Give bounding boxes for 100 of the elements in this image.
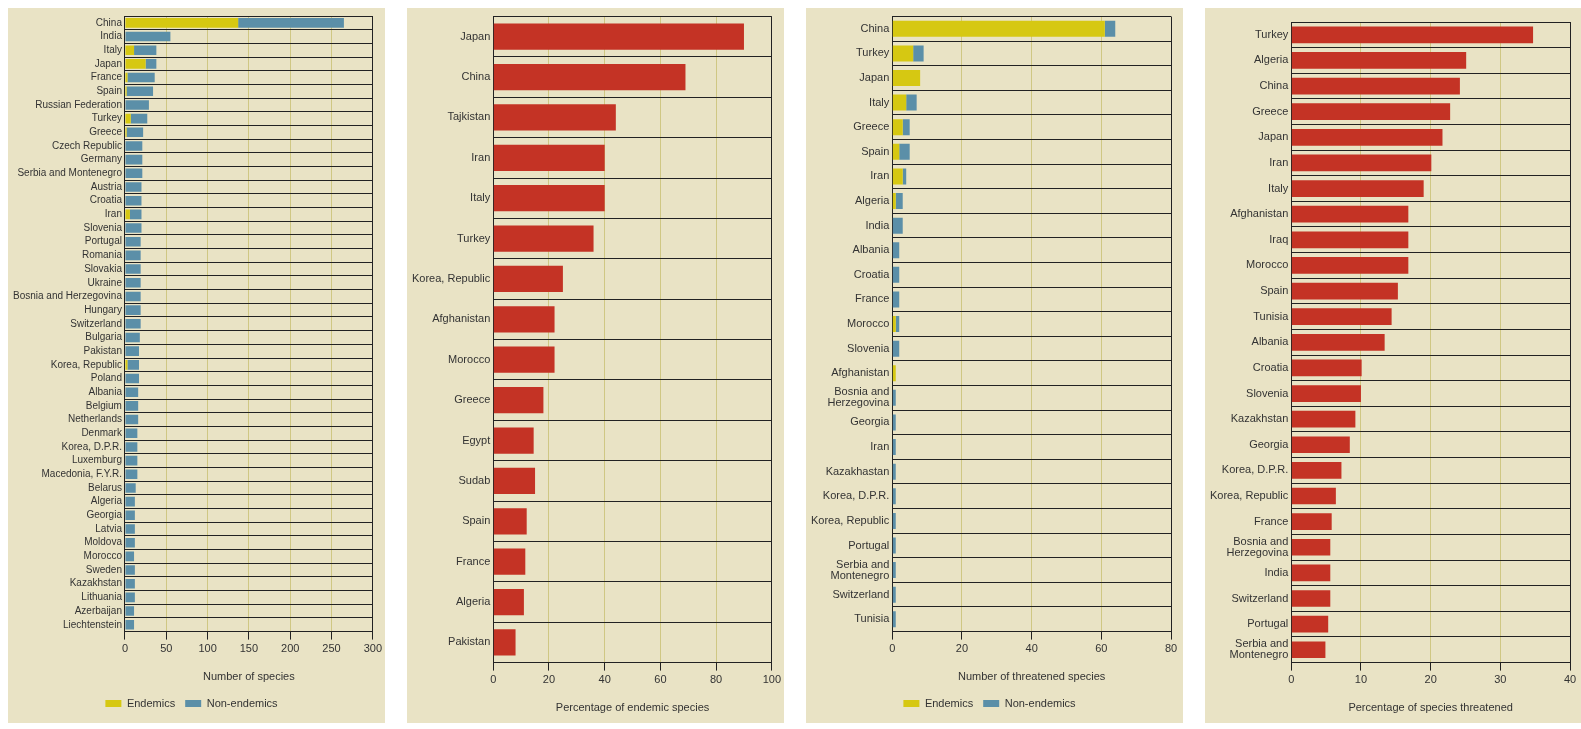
bar xyxy=(1291,282,1398,300)
bar xyxy=(493,467,536,495)
y-tick-label: Korea, D.P.R. xyxy=(822,489,890,502)
y-tick-label: Turkey xyxy=(1255,27,1289,40)
bar xyxy=(493,23,744,50)
y-tick-label: Iran xyxy=(870,440,890,453)
y-tick-label: Latvia xyxy=(95,522,123,534)
bar xyxy=(125,442,138,452)
bar xyxy=(125,31,171,42)
bar xyxy=(913,45,924,62)
bar xyxy=(125,250,141,261)
y-tick-label: Egypt xyxy=(462,433,491,446)
y-tick-label: Kazakhstan xyxy=(1230,412,1289,425)
bar xyxy=(493,548,526,575)
x-tick-label: 50 xyxy=(160,642,173,655)
y-tick-label: Moldova xyxy=(84,536,123,548)
bar xyxy=(899,143,910,160)
y-tick-label: Afghanistan xyxy=(1230,207,1289,220)
bar xyxy=(125,264,141,274)
bar xyxy=(125,524,135,534)
y-tick-label: Tajkistan xyxy=(447,110,491,123)
bar xyxy=(493,63,686,91)
bar xyxy=(1291,615,1329,633)
x-tick-label: 60 xyxy=(1095,642,1108,655)
y-tick-label: Algeria xyxy=(1254,53,1290,66)
y-tick-label: Pakistan xyxy=(83,344,122,356)
bar xyxy=(493,104,616,131)
bar xyxy=(892,365,896,382)
y-tick-label: Serbia and Montenegro xyxy=(830,557,890,581)
y-tick-label: Afghanistan xyxy=(831,366,890,379)
y-tick-label: Korea, D.P.R. xyxy=(61,440,122,452)
y-tick-label: Luxemburg xyxy=(71,454,122,466)
y-tick-label: Japan xyxy=(94,57,122,69)
bar xyxy=(125,414,139,425)
bar xyxy=(1291,641,1326,659)
bar xyxy=(493,306,555,333)
y-tick-label: Liechtenstein xyxy=(63,618,122,630)
bar xyxy=(1291,385,1361,402)
bar xyxy=(892,217,903,234)
y-tick-label: India xyxy=(865,218,891,231)
bar xyxy=(1291,154,1432,172)
bar xyxy=(125,223,142,233)
legend-label: Non-endemics xyxy=(1004,696,1077,709)
y-tick-label: Slovakia xyxy=(84,262,123,274)
bar xyxy=(1291,103,1451,121)
x-tick-label: 30 xyxy=(1494,673,1507,686)
bar xyxy=(892,512,896,529)
x-tick-label: 100 xyxy=(198,642,217,655)
y-tick-label: Portugal xyxy=(848,538,890,551)
bar xyxy=(125,510,135,521)
bar xyxy=(238,18,344,28)
y-tick-label: Italy xyxy=(869,95,890,108)
bar xyxy=(892,463,896,480)
bar xyxy=(892,439,896,456)
y-tick-label: China xyxy=(95,16,123,28)
y-tick-label: Switzerland xyxy=(1231,591,1289,604)
x-tick-label: 20 xyxy=(955,642,969,655)
y-tick-label: Georgia xyxy=(850,415,891,428)
y-tick-label: Greece xyxy=(454,393,491,406)
y-tick-label: Morocco xyxy=(847,317,890,330)
bar xyxy=(1291,257,1409,274)
y-tick-label: Georgia xyxy=(1249,437,1290,450)
bar xyxy=(892,340,900,357)
y-tick-label: Italy xyxy=(1268,181,1289,194)
bar xyxy=(125,401,139,411)
bar xyxy=(493,185,605,212)
y-tick-label: Russian Federation xyxy=(35,98,122,110)
bar xyxy=(892,45,914,62)
y-tick-label: Kazakhastan xyxy=(825,464,890,477)
y-tick-label: Pakistan xyxy=(448,635,491,648)
bar xyxy=(125,496,135,507)
y-tick-label: Germany xyxy=(80,153,122,165)
y-tick-label: Croatia xyxy=(89,194,123,206)
y-tick-label: Macedonia, F.Y.R. xyxy=(41,468,122,480)
y-tick-label: Ukraine xyxy=(87,276,123,288)
y-tick-label: India xyxy=(100,30,123,42)
bar xyxy=(1104,20,1116,37)
bar xyxy=(902,119,910,136)
y-tick-label: Italy xyxy=(470,191,491,204)
y-tick-label: France xyxy=(855,292,890,305)
y-tick-label: Afghanistan xyxy=(432,312,491,325)
bar xyxy=(125,291,141,302)
y-tick-label: Korea, Republic xyxy=(1209,489,1289,502)
y-tick-label: Romania xyxy=(81,249,123,261)
x-tick-label: 0 xyxy=(1288,673,1295,686)
y-tick-label: Algeria xyxy=(90,495,123,507)
x-tick-label: 0 xyxy=(889,642,896,655)
bar xyxy=(1291,359,1362,377)
y-tick-label: Greece xyxy=(89,126,123,138)
bar xyxy=(892,168,903,185)
y-tick-label: Greece xyxy=(853,120,890,133)
bar xyxy=(125,305,141,315)
bar xyxy=(493,427,534,454)
y-tick-label: Iran xyxy=(870,169,890,182)
y-tick-label: Morocco xyxy=(83,550,123,562)
x-tick-label: 40 xyxy=(1025,642,1038,655)
y-tick-label: Tunisia xyxy=(854,612,891,625)
y-tick-label: Denmark xyxy=(81,426,123,438)
bar xyxy=(125,332,140,343)
bar xyxy=(906,94,917,111)
